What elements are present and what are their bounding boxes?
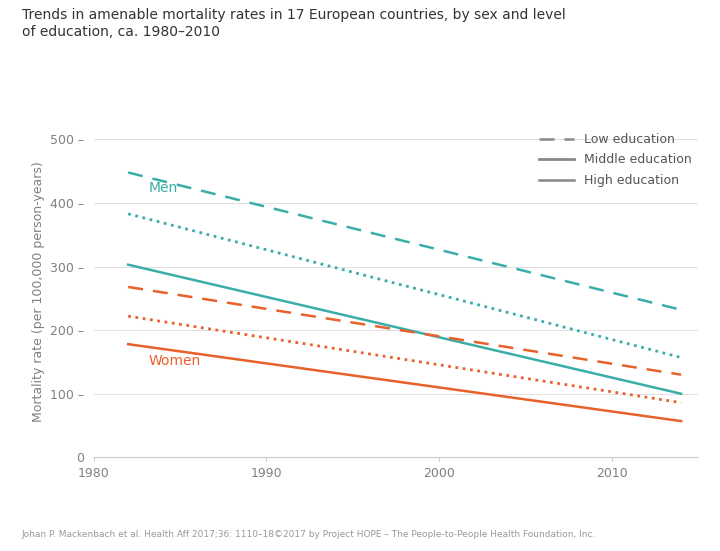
Text: Johan P. Mackenbach et al. Health Aff 2017;36: 1110–18: Johan P. Mackenbach et al. Health Aff 20…	[22, 530, 274, 539]
Text: Trends in amenable mortality rates in 17 European countries, by sex and level: Trends in amenable mortality rates in 17…	[22, 8, 565, 22]
Legend: Low education, Middle education, High education: Low education, Middle education, High ed…	[539, 133, 692, 187]
Text: ©2017 by Project HOPE – The People-to-People Health Foundation, Inc.: ©2017 by Project HOPE – The People-to-Pe…	[274, 530, 595, 539]
Text: Men: Men	[149, 181, 178, 195]
Text: of education, ca. 1980–2010: of education, ca. 1980–2010	[22, 25, 220, 39]
Text: Health​Affairs: Health​Affairs	[595, 525, 705, 538]
Y-axis label: Mortality rate (per 100,000 person-years): Mortality rate (per 100,000 person-years…	[32, 161, 45, 423]
Text: Women: Women	[149, 354, 201, 368]
